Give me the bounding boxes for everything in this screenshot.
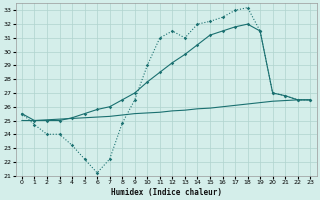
X-axis label: Humidex (Indice chaleur): Humidex (Indice chaleur): [111, 188, 221, 197]
